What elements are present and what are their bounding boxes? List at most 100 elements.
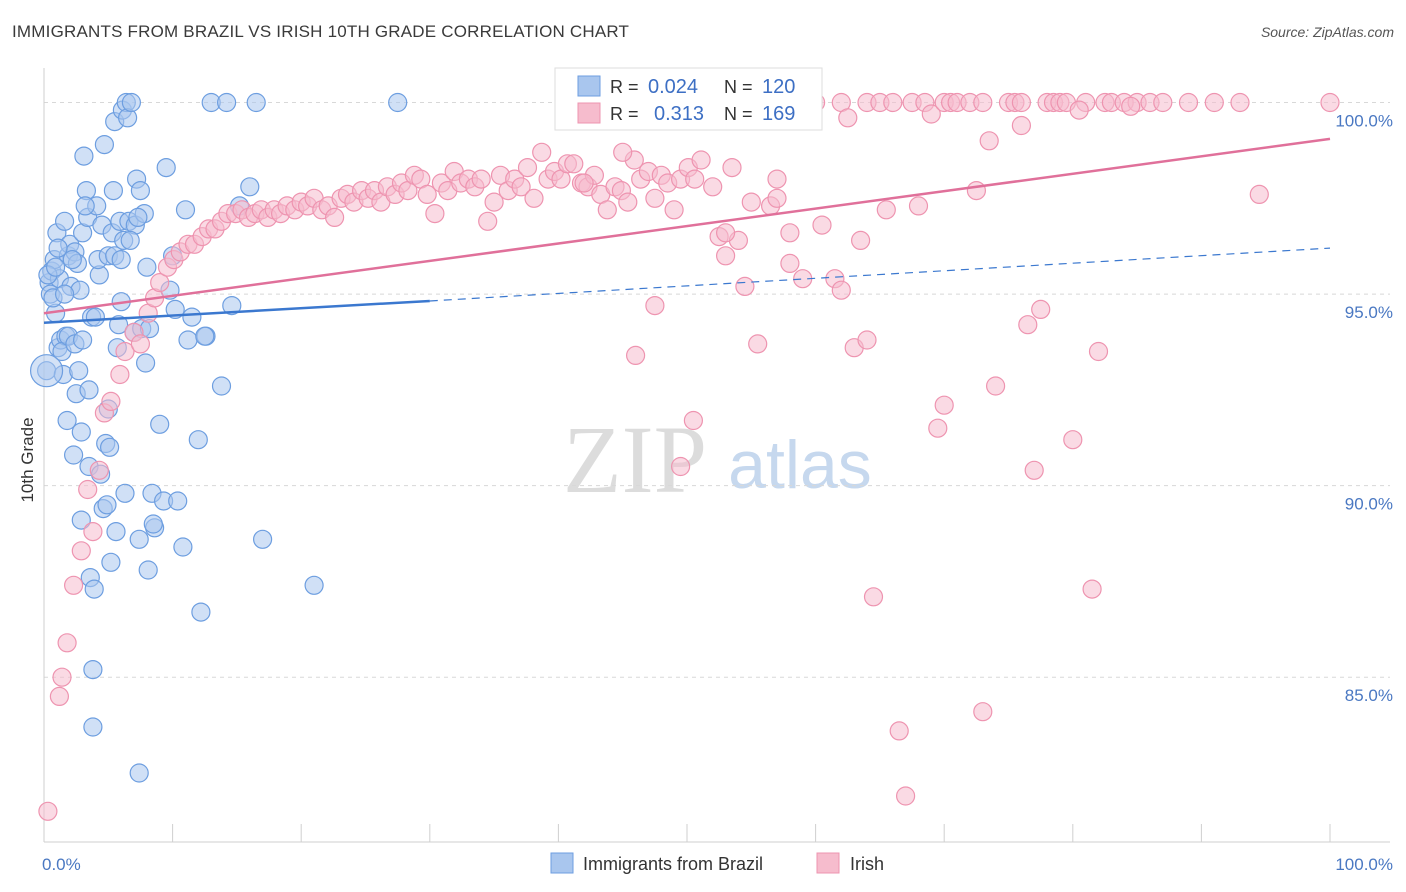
source-text: Source: ZipAtlas.com — [1260, 24, 1394, 40]
brazil-point-70 — [173, 537, 193, 557]
irish-point-102 — [722, 158, 742, 178]
legend-top-irish-swatch — [577, 102, 601, 124]
brazil-point-94 — [99, 437, 120, 457]
brazil-point-93 — [97, 495, 117, 515]
brazil-point-cluster — [29, 354, 64, 388]
irish-point-167 — [625, 345, 646, 365]
brazil-point-71 — [178, 330, 198, 350]
irish-point-127 — [921, 104, 941, 124]
irish-point-121 — [876, 200, 896, 220]
irish-point-1 — [49, 686, 70, 707]
brazil-point-53 — [121, 92, 141, 113]
x-tick-label-max: 100.0% — [1335, 855, 1393, 874]
legend-bottom-brazil-swatch — [550, 852, 574, 874]
irish-point-72 — [517, 158, 538, 178]
irish-point-170 — [780, 253, 800, 273]
legend-top-brazil-n-value: 120 — [762, 76, 795, 98]
irish-point-163 — [670, 456, 691, 477]
brazil-point-82 — [246, 92, 266, 113]
irish-point-176 — [1011, 115, 1032, 136]
irish-point-149 — [1088, 341, 1109, 362]
axes — [43, 68, 1390, 843]
irish-point-98 — [691, 150, 711, 170]
irish-point-148 — [1082, 579, 1102, 599]
y-tick-label-90: 90.0% — [1345, 495, 1393, 514]
brazil-point-116 — [83, 717, 103, 737]
brazil-point-73 — [188, 430, 208, 450]
brazil-point-113 — [54, 284, 75, 304]
irish-point-132 — [966, 181, 987, 201]
legend-bottom-irish-label: Irish — [850, 854, 884, 874]
irish-point-173 — [934, 395, 954, 415]
brazil-point-72 — [182, 307, 202, 327]
brazil-point-106 — [72, 330, 93, 350]
irish-point-91 — [645, 188, 665, 208]
irish-point-5 — [71, 541, 91, 561]
brazil-point-65 — [150, 414, 170, 434]
legend-top-brazil-n-label: N = — [724, 77, 753, 97]
irish-point-115 — [838, 108, 858, 128]
brazil-point-24 — [74, 146, 94, 166]
brazil-point-112 — [48, 238, 68, 258]
irish-point-17 — [150, 273, 170, 293]
irish-point-141 — [1031, 299, 1051, 319]
irish-point-2 — [52, 667, 72, 687]
irish-point-66 — [478, 211, 498, 231]
irish-point-119 — [863, 587, 884, 607]
brazil-point-81 — [240, 177, 260, 197]
irish-point-3 — [57, 633, 77, 653]
brazil-point-98 — [128, 207, 148, 227]
brazil-point-101 — [143, 514, 163, 534]
irish-point-67 — [484, 192, 504, 212]
brazil-point-44 — [106, 521, 126, 542]
irish-point-122 — [883, 92, 903, 113]
irish-point-58 — [425, 204, 445, 224]
brazil-point-89 — [62, 250, 82, 270]
irish-point-158 — [1230, 92, 1250, 113]
irish-point-14 — [130, 334, 150, 354]
legend-top-brazil-swatch — [577, 75, 601, 97]
irish-point-175 — [767, 169, 787, 189]
irish-point-134 — [979, 131, 999, 151]
brazil-point-97 — [120, 230, 140, 250]
irish-point-94 — [664, 200, 684, 220]
irish-point-162 — [683, 410, 704, 431]
irish-point-8 — [89, 460, 109, 480]
chart-title: IMMIGRANTS FROM BRAZIL VS IRISH 10TH GRA… — [12, 22, 630, 41]
watermark: ZIP atlas — [563, 406, 872, 513]
brazil-point-57 — [129, 529, 149, 549]
y-tick-label-85: 85.0% — [1345, 686, 1393, 705]
legend-top-brazil-r-label: R = — [610, 77, 639, 97]
irish-point-168 — [574, 173, 594, 193]
irish-point-4 — [63, 575, 84, 595]
brazil-point-42 — [103, 181, 124, 201]
irish-point-7 — [83, 521, 103, 542]
irish-point-117 — [850, 230, 871, 250]
legend-bottom: Immigrants from Brazil Irish — [550, 852, 884, 874]
irish-point-146 — [1063, 430, 1083, 450]
brazil-point-91 — [75, 196, 95, 216]
brazil-points — [29, 92, 408, 783]
irish-point-177 — [1069, 100, 1089, 120]
irish-point-57 — [417, 184, 437, 204]
watermark-atlas: atlas — [728, 427, 872, 503]
irish-point-10 — [101, 391, 121, 411]
brazil-point-99 — [136, 353, 156, 373]
brazil-point-74 — [191, 602, 211, 622]
irish-point-87 — [618, 192, 638, 212]
irish-point-164 — [889, 721, 909, 741]
brazil-point-115 — [71, 422, 91, 442]
irish-point-101 — [715, 246, 736, 266]
brazil-point-69 — [168, 491, 188, 511]
legend-top-irish-r-label: R = — [610, 104, 639, 124]
irish-point-157 — [1204, 92, 1224, 113]
brazil-point-118 — [195, 326, 215, 346]
irish-point-74 — [532, 142, 552, 162]
irish-point-159 — [1249, 184, 1269, 204]
brazil-point-22 — [71, 510, 91, 530]
brazil-point-92 — [85, 307, 106, 327]
irish-point-106 — [748, 334, 768, 354]
brazil-point-77 — [211, 376, 232, 396]
irish-point-112 — [812, 215, 832, 235]
